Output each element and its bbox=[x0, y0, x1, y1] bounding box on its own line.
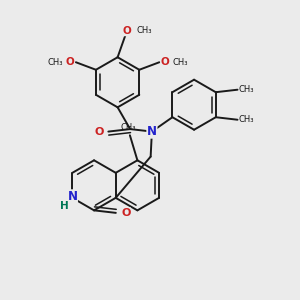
Text: CH₃: CH₃ bbox=[121, 123, 136, 132]
Text: O: O bbox=[66, 57, 74, 67]
Text: N: N bbox=[147, 125, 157, 138]
Text: CH₃: CH₃ bbox=[137, 26, 152, 35]
Text: O: O bbox=[94, 127, 104, 136]
Text: O: O bbox=[161, 57, 170, 67]
Text: CH₃: CH₃ bbox=[239, 85, 254, 94]
Text: CH₃: CH₃ bbox=[47, 58, 63, 67]
Text: CH₃: CH₃ bbox=[172, 58, 188, 67]
Text: O: O bbox=[121, 208, 130, 218]
Text: N: N bbox=[68, 190, 77, 203]
Text: CH₃: CH₃ bbox=[239, 115, 254, 124]
Text: H: H bbox=[60, 201, 68, 211]
Text: O: O bbox=[122, 26, 131, 36]
